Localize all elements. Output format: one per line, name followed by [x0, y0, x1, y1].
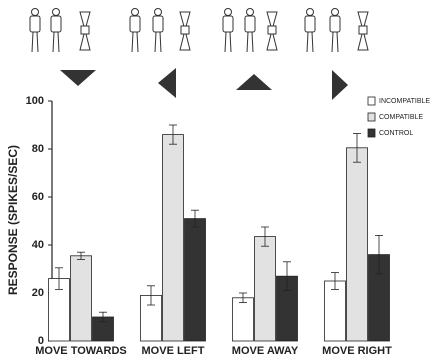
y-tick-label: 80 [32, 143, 44, 155]
x-tick-label: MOVE TOWARDS [35, 345, 126, 357]
figure-leg [252, 32, 253, 52]
box-icon [81, 26, 89, 34]
figure-body [223, 16, 233, 32]
figure-leg [160, 32, 161, 52]
figure-body [330, 16, 340, 32]
figure-leg [230, 32, 231, 52]
y-tick-label: 20 [32, 287, 44, 299]
arrow-down [60, 70, 96, 86]
figure-leg [155, 32, 156, 52]
figure-leg [132, 32, 133, 52]
figure-leg [307, 32, 308, 52]
arrow-right [332, 70, 348, 100]
box-icon [268, 26, 276, 34]
figure-leg [225, 32, 226, 52]
figure-head [32, 9, 39, 16]
legend-swatch [368, 97, 375, 105]
bar [325, 281, 346, 341]
box-icon [181, 26, 189, 34]
figure-leg [137, 32, 138, 52]
figure-leg [37, 32, 38, 52]
y-tick-label: 40 [32, 239, 44, 251]
x-tick-label: MOVE LEFT [142, 345, 205, 357]
bar [163, 135, 184, 341]
figure-body [245, 16, 255, 32]
figure-head [155, 9, 162, 16]
figure-leg [53, 32, 54, 52]
figure-leg [58, 32, 59, 52]
bar [233, 298, 254, 341]
figure-body [305, 16, 315, 32]
legend-label: INCOMPATIBLE [379, 98, 430, 105]
figure-body [130, 16, 140, 32]
x-tick-label: MOVE RIGHT [322, 345, 392, 357]
legend-label: CONTROL [379, 130, 413, 137]
box-icon [359, 26, 367, 34]
figure-head [307, 9, 314, 16]
figure-head [247, 9, 254, 16]
arrow-left [158, 68, 176, 98]
figure-body [30, 16, 40, 32]
y-axis-label: RESPONSE (SPIKES/SEC) [6, 145, 20, 295]
legend-swatch [368, 129, 375, 137]
bar [185, 219, 206, 341]
bar [255, 237, 276, 341]
figure-leg [332, 32, 333, 52]
arrow-up [236, 74, 272, 90]
legend-swatch [368, 113, 375, 121]
figure-head [132, 9, 139, 16]
figure-leg [337, 32, 338, 52]
figure-body [153, 16, 163, 32]
y-tick-label: 60 [32, 191, 44, 203]
bar [347, 148, 368, 341]
figure-leg [247, 32, 248, 52]
figure-head [53, 9, 60, 16]
figure-leg [312, 32, 313, 52]
bar [71, 256, 92, 341]
legend-label: COMPATIBLE [379, 114, 423, 121]
y-tick-label: 100 [26, 95, 44, 107]
figure-leg [32, 32, 33, 52]
figure-head [332, 9, 339, 16]
figure-body [51, 16, 61, 32]
figure-head [225, 9, 232, 16]
chart: RESPONSE (SPIKES/SEC) 020406080100MOVE T… [0, 0, 432, 358]
x-tick-label: MOVE AWAY [232, 345, 299, 357]
